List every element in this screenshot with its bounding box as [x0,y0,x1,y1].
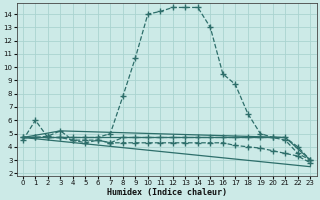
X-axis label: Humidex (Indice chaleur): Humidex (Indice chaleur) [107,188,227,197]
